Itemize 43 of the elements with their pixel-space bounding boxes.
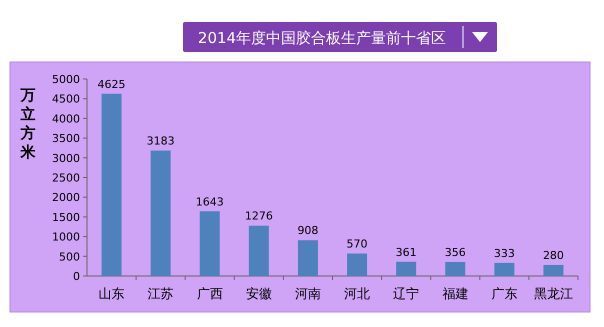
y-tick-label: 5000 <box>52 73 80 86</box>
data-label: 908 <box>297 224 318 238</box>
y-tick-label: 2000 <box>52 191 80 204</box>
x-tick-label: 广东 <box>491 287 518 302</box>
bar <box>347 254 368 276</box>
x-tick-label: 辽宁 <box>393 286 420 302</box>
x-tick-label: 广西 <box>196 287 223 302</box>
bar <box>396 262 416 276</box>
data-label: 280 <box>542 248 564 262</box>
y-tick-label: 4500 <box>52 92 80 106</box>
bar <box>102 94 122 276</box>
bar <box>494 262 514 276</box>
data-label: 1643 <box>196 195 224 208</box>
x-tick-label: 安徽 <box>246 286 272 302</box>
data-label: 356 <box>444 246 466 259</box>
x-tick-label: 河北 <box>344 287 370 302</box>
y-tick-label: 4000 <box>52 112 80 126</box>
y-tick-label: 3000 <box>52 152 80 165</box>
bar <box>150 150 171 276</box>
y-tick-label: 1500 <box>52 210 80 224</box>
y-tick-label: 500 <box>59 250 80 264</box>
bar <box>248 226 269 276</box>
y-tick-label: 3500 <box>52 132 80 146</box>
y-tick-label: 2500 <box>52 172 80 184</box>
x-tick-label: 江苏 <box>148 287 174 302</box>
data-label: 4625 <box>98 78 126 91</box>
x-tick-label: 黑龙江 <box>534 287 573 302</box>
bar <box>298 240 318 276</box>
x-tick-label: 山东 <box>98 287 125 302</box>
y-tick-label: 0 <box>73 270 80 283</box>
data-label: 361 <box>396 246 417 259</box>
bar <box>200 211 220 276</box>
data-label: 570 <box>346 238 368 251</box>
bar <box>445 262 466 276</box>
x-tick-label: 福建 <box>442 287 468 302</box>
y-tick-label: 1000 <box>52 230 80 244</box>
x-tick-label: 河南 <box>294 287 321 302</box>
data-label: 333 <box>494 246 515 260</box>
chart-title: 2014年度中国胶合板生产量前十省区 <box>198 29 446 47</box>
y-axis-title: 万立方米 <box>20 86 36 161</box>
data-label: 3183 <box>146 134 175 148</box>
data-label: 1276 <box>244 210 273 223</box>
bar <box>543 264 564 276</box>
